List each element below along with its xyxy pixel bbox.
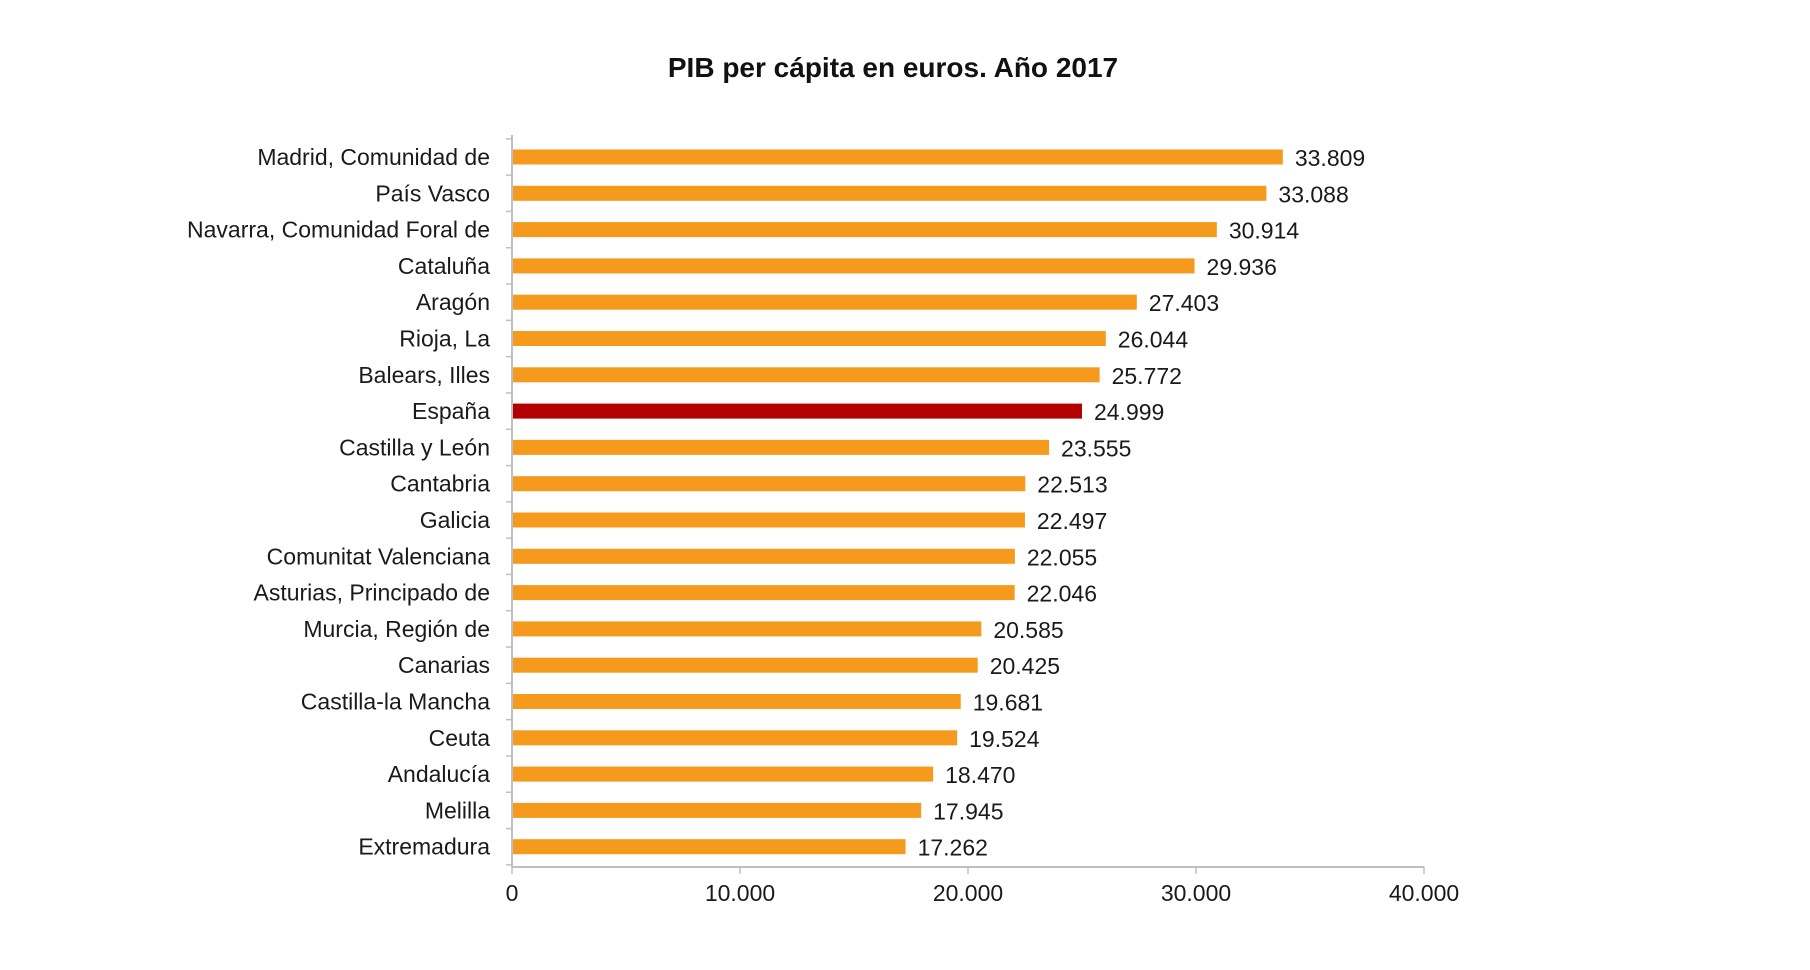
bar (513, 657, 978, 673)
category-label: Asturias, Principado de (253, 580, 490, 606)
axis-layer (506, 135, 1425, 874)
value-label: 22.046 (1027, 581, 1097, 607)
bar (513, 331, 1106, 346)
value-label: 19.681 (973, 690, 1043, 716)
bar (513, 403, 1082, 419)
category-label: Castilla y León (339, 434, 490, 460)
value-label: 33.809 (1295, 145, 1365, 171)
bar (513, 839, 906, 855)
value-label: 20.425 (990, 653, 1060, 679)
category-label: Castilla-la Mancha (301, 689, 490, 715)
value-label: 18.470 (945, 762, 1015, 788)
bar (513, 439, 1050, 455)
value-label: 26.044 (1118, 327, 1189, 353)
value-label: 19.524 (969, 726, 1040, 752)
value-label: 23.555 (1061, 435, 1131, 461)
category-label: España (412, 398, 490, 424)
x-tick-label: 0 (506, 880, 519, 906)
bar (513, 294, 1137, 310)
bar (513, 548, 1015, 564)
bar (513, 802, 922, 818)
value-label: 29.936 (1207, 254, 1277, 280)
category-label: Murcia, Región de (303, 616, 490, 642)
category-label: País Vasco (375, 180, 490, 206)
bar (513, 621, 982, 637)
category-label: Madrid, Comunidad de (257, 144, 490, 170)
value-label: 22.497 (1037, 508, 1107, 534)
value-label: 24.999 (1094, 399, 1164, 425)
category-label: Canarias (398, 652, 490, 678)
x-tick-label: 10.000 (705, 880, 775, 906)
value-label: 17.262 (918, 835, 988, 861)
labels-layer: 0 10.000 20.000 30.000 40.000 Madrid, Comunid… (187, 144, 1459, 906)
category-label: Cantabria (390, 471, 490, 497)
category-label: Melilla (425, 797, 490, 823)
x-tick-label: 30.000 (1161, 880, 1231, 906)
x-tick-label: 20.000 (933, 880, 1003, 906)
category-label: Balears, Illes (358, 362, 490, 388)
bar (513, 476, 1026, 492)
bars-layer (513, 149, 1283, 855)
bar (513, 766, 934, 782)
bar (513, 149, 1283, 165)
bar (513, 222, 1217, 238)
category-label: Ceuta (429, 725, 491, 751)
category-label: Extremadura (358, 834, 490, 860)
value-label: 30.914 (1229, 218, 1300, 244)
bar (513, 730, 958, 746)
value-label: 27.403 (1149, 290, 1219, 316)
value-label: 22.055 (1027, 544, 1097, 570)
category-label: Comunitat Valenciana (267, 543, 491, 569)
bar (513, 694, 961, 709)
category-label: Cataluña (398, 253, 490, 279)
bar (513, 258, 1195, 274)
value-label: 20.585 (993, 617, 1063, 643)
x-tick-label: 40.000 (1389, 880, 1459, 906)
bar (513, 367, 1100, 383)
value-label: 25.772 (1112, 363, 1182, 389)
category-label: Rioja, La (399, 326, 490, 352)
category-label: Andalucía (388, 761, 491, 787)
category-label: Navarra, Comunidad Foral de (187, 217, 490, 243)
chart-title: PIB per cápita en euros. Año 2017 (668, 52, 1118, 83)
bar (513, 185, 1267, 201)
bar (513, 512, 1025, 528)
value-label: 33.088 (1278, 181, 1348, 207)
bar (513, 585, 1015, 601)
value-label: 17.945 (933, 798, 1003, 824)
value-label: 22.513 (1037, 472, 1107, 498)
category-label: Galicia (420, 507, 491, 533)
category-label: Aragón (416, 289, 490, 315)
